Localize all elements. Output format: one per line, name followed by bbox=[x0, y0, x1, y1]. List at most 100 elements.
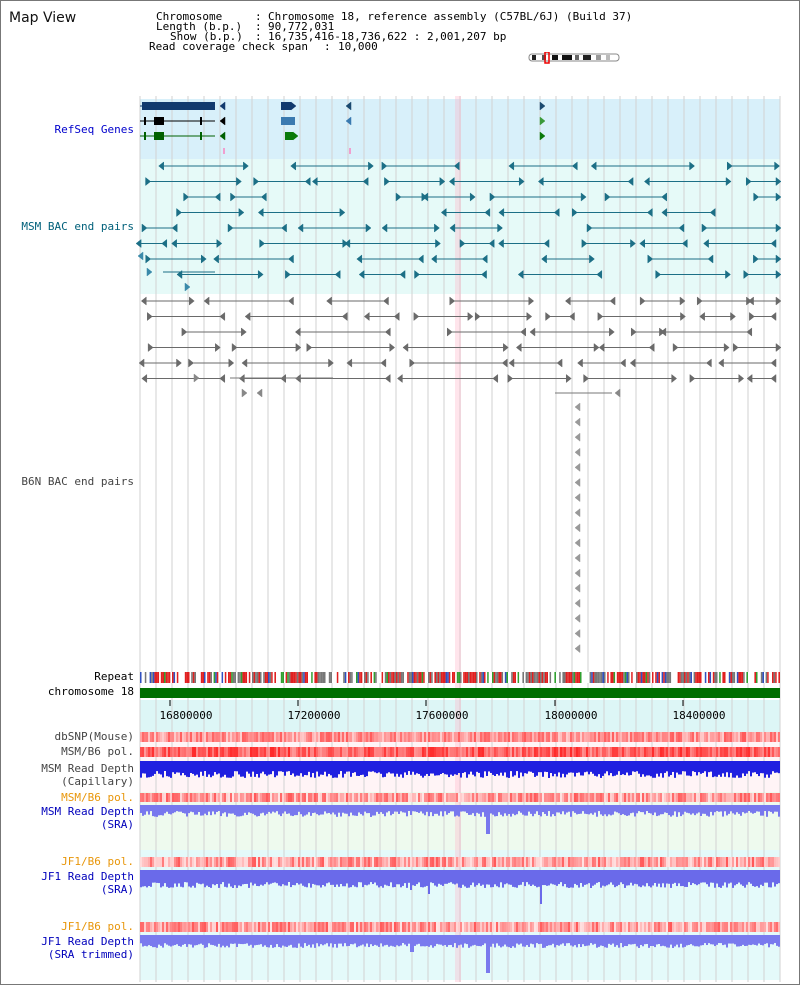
jf1-pol-heat-cell bbox=[742, 857, 744, 867]
jf1-sra-depth-bar bbox=[410, 870, 412, 890]
jf1-depth-sra-label-1[interactable]: JF1 Read Depth bbox=[41, 870, 134, 883]
jf1-pol-heat-cell bbox=[518, 857, 520, 867]
msm-pol-heat-cell bbox=[180, 793, 182, 802]
dbsnp-heat-cell bbox=[680, 732, 682, 742]
msm-pol-heat-cell bbox=[416, 747, 418, 757]
msm-pol-heat-cell bbox=[288, 793, 290, 802]
jf1-sra-depth-bar bbox=[256, 870, 258, 886]
dbsnp-heat-cell bbox=[738, 732, 740, 742]
jf1-pol-label-2[interactable]: JF1/B6 pol. bbox=[61, 920, 134, 933]
jf1-pol-heat-cell bbox=[550, 922, 552, 932]
jf1-pol-heat-cell bbox=[242, 922, 244, 932]
dbsnp-heat-cell bbox=[676, 732, 678, 742]
jf1-trimmed-depth-bar bbox=[534, 935, 536, 948]
dbsnp-heat-cell bbox=[690, 732, 692, 742]
jf1-pol-heat-cell bbox=[452, 922, 454, 932]
msm-bac-end-arrow bbox=[435, 238, 441, 249]
jf1-trimmed-depth-bar bbox=[294, 935, 296, 948]
msm-capillary-depth-bar bbox=[150, 761, 152, 777]
msm-bac-label[interactable]: MSM BAC end pairs bbox=[21, 220, 134, 233]
dbsnp-heat-cell bbox=[462, 732, 464, 742]
jf1-pol-heat-cell bbox=[300, 922, 302, 932]
msm-pol-heat-cell bbox=[582, 793, 584, 802]
chromosome-ideogram[interactable] bbox=[528, 52, 622, 64]
jf1-pol-heat-cell bbox=[232, 922, 234, 932]
msm-pol-label-1[interactable]: MSM/B6 pol. bbox=[61, 745, 134, 758]
b6n-bac-end-arrow bbox=[574, 447, 581, 457]
jf1-pol-heat-cell bbox=[490, 857, 492, 867]
jf1-trimmed-depth-bar bbox=[436, 935, 438, 944]
b6n-bac-end-arrow bbox=[672, 342, 679, 353]
msm-pol-heat-cell bbox=[624, 747, 626, 757]
msm-pol-heat-cell bbox=[304, 747, 306, 757]
msm-capillary-depth-bar bbox=[546, 761, 548, 772]
msm-pol-heat-cell bbox=[356, 747, 358, 757]
jf1-pol-heat-cell bbox=[242, 857, 244, 867]
dbsnp-heat-cell bbox=[328, 732, 330, 742]
jf1-pol-heat-cell bbox=[746, 922, 748, 932]
jf1-depth-trim-label-1[interactable]: JF1 Read Depth bbox=[41, 935, 134, 948]
refseq-exon bbox=[200, 117, 202, 125]
jf1-pol-heat-cell bbox=[448, 857, 450, 867]
msm-pol-label-2[interactable]: MSM/B6 pol. bbox=[61, 791, 134, 804]
msm-sra-depth-bar bbox=[694, 805, 696, 816]
msm-pol-heat-cell bbox=[720, 793, 722, 802]
msm-capillary-depth-bar bbox=[156, 761, 158, 772]
jf1-trimmed-depth-bar bbox=[468, 935, 470, 948]
jf1-pol-heat-cell bbox=[566, 922, 568, 932]
msm-bac-end-arrow bbox=[439, 176, 446, 187]
jf1-trimmed-depth-bar bbox=[536, 935, 538, 944]
jf1-pol-heat-cell bbox=[722, 857, 724, 867]
jf1-sra-depth-bar bbox=[238, 870, 240, 886]
repeat-element bbox=[252, 672, 254, 683]
msm-pol-heat-cell bbox=[768, 793, 770, 802]
msm-sra-depth-bar bbox=[374, 805, 376, 816]
jf1-sra-depth-bar bbox=[246, 870, 248, 884]
refseq-genes-label[interactable]: RefSeq Genes bbox=[54, 123, 134, 136]
jf1-trimmed-depth-bar bbox=[600, 935, 602, 946]
msm-bac-end-arrow bbox=[200, 254, 207, 264]
jf1-trimmed-depth-bar bbox=[444, 935, 446, 946]
msm-bac-end-arrow bbox=[775, 254, 782, 264]
jf1-trimmed-depth-bar bbox=[352, 935, 354, 945]
msm-sra-depth-bar bbox=[744, 805, 746, 814]
msm-sra-depth-bar bbox=[774, 805, 776, 812]
msm-pol-heat-cell bbox=[676, 793, 678, 802]
msm-capillary-depth-bar bbox=[280, 761, 282, 772]
msm-pol-heat-cell bbox=[586, 793, 588, 802]
msm-pol-heat-cell bbox=[594, 793, 596, 802]
msm-sra-depth-bar bbox=[550, 805, 552, 817]
msm-pol-heat-cell bbox=[506, 793, 508, 802]
jf1-trimmed-depth-bar bbox=[252, 935, 254, 948]
msm-depth-sra-label-1[interactable]: MSM Read Depth bbox=[41, 805, 134, 818]
msm-pol-heat-cell bbox=[428, 747, 430, 757]
jf1-pol-label-1[interactable]: JF1/B6 pol. bbox=[61, 855, 134, 868]
msm-depth-capillary-label-1[interactable]: MSM Read Depth bbox=[41, 762, 134, 775]
dbsnp-heat-cell bbox=[362, 732, 364, 742]
b6n-bac-label[interactable]: B6N BAC end pairs bbox=[21, 475, 134, 488]
msm-capillary-depth-bar bbox=[552, 761, 554, 777]
jf1-pol-heat-cell bbox=[394, 857, 396, 867]
jf1-pol-heat-cell bbox=[380, 922, 382, 932]
msm-pol-heat-cell bbox=[724, 747, 726, 757]
jf1-pol-heat-cell bbox=[554, 922, 556, 932]
jf1-trimmed-depth-bar bbox=[330, 935, 332, 944]
jf1-sra-depth-bar bbox=[684, 870, 686, 887]
jf1-trimmed-depth-bar bbox=[398, 935, 400, 947]
dbsnp-heat-cell bbox=[388, 732, 390, 742]
repeat-element bbox=[492, 672, 494, 683]
dbsnp-heat-cell bbox=[412, 732, 414, 742]
b6n-bac-end-arrow bbox=[609, 327, 615, 337]
jf1-pol-heat-cell bbox=[326, 922, 328, 932]
dbsnp-label[interactable]: dbSNP(Mouse) bbox=[54, 730, 134, 743]
msm-bac-end-arrow bbox=[339, 207, 346, 218]
msm-pol-heat-cell bbox=[492, 793, 494, 802]
msm-sra-depth-bar bbox=[738, 805, 740, 814]
msm-sra-depth-bar bbox=[148, 805, 150, 815]
msm-pol-heat-cell bbox=[590, 793, 592, 802]
jf1-trimmed-depth-bar bbox=[690, 935, 692, 945]
jf1-pol-heat-cell bbox=[388, 922, 390, 932]
msm-pol-heat-cell bbox=[340, 793, 342, 802]
b6n-bac-end-arrow bbox=[241, 327, 247, 337]
